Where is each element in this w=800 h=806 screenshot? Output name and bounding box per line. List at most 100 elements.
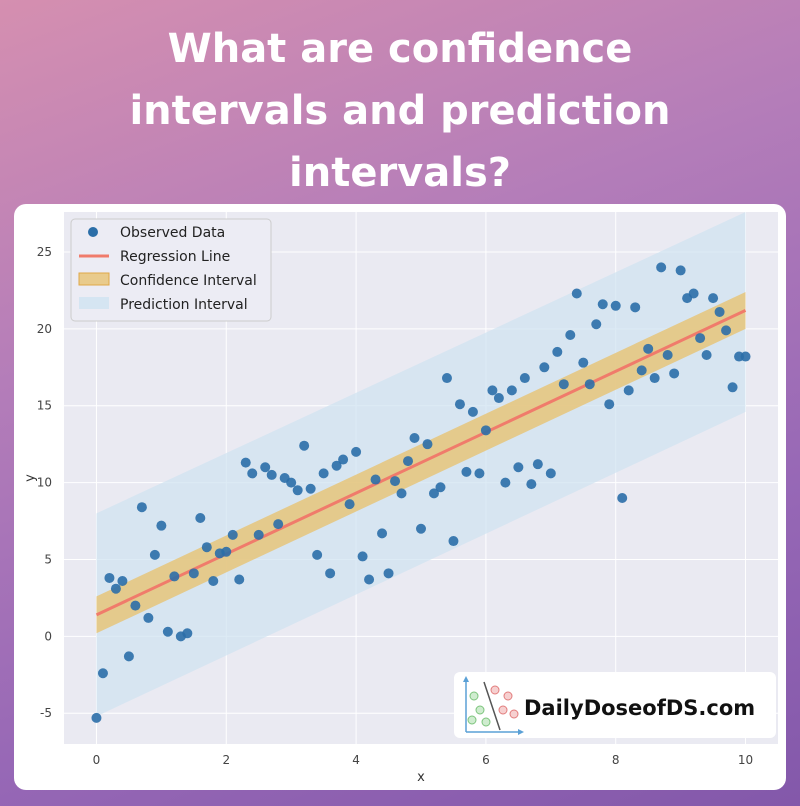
data-point-94 — [701, 349, 712, 360]
y-tick-label-1: 0 — [44, 629, 52, 643]
data-point-21 — [227, 529, 238, 540]
data-point-69 — [539, 362, 550, 373]
legend: Observed Data Regression Line Confidence… — [70, 218, 272, 322]
data-point-96 — [714, 306, 725, 317]
data-point-49 — [409, 433, 420, 444]
interval-bands — [95, 212, 747, 717]
y-tick-label-6: 25 — [37, 245, 52, 259]
legend-box — [70, 218, 272, 322]
data-point-93 — [695, 333, 706, 344]
data-point-56 — [454, 399, 465, 410]
data-point-20 — [221, 546, 232, 557]
data-point-3 — [110, 583, 121, 594]
data-point-68 — [532, 459, 543, 470]
x-tick-label-4: 8 — [612, 753, 620, 767]
data-point-65 — [513, 462, 524, 473]
x-tick-label-0: 0 — [93, 753, 101, 767]
data-point-72 — [558, 379, 569, 390]
y-tick-label-3: 10 — [37, 476, 52, 490]
x-tick-label-1: 2 — [222, 753, 230, 767]
data-point-95 — [708, 293, 719, 304]
data-point-70 — [545, 468, 556, 479]
data-point-75 — [578, 357, 589, 368]
data-point-64 — [506, 385, 517, 396]
data-point-89 — [669, 368, 680, 379]
data-point-81 — [617, 492, 628, 503]
data-point-16 — [195, 512, 206, 523]
data-point-31 — [292, 485, 303, 496]
data-point-97 — [721, 325, 732, 336]
data-point-34 — [312, 549, 323, 560]
data-point-57 — [461, 466, 472, 477]
data-point-52 — [428, 488, 439, 499]
brand-background — [454, 672, 776, 738]
data-point-63 — [500, 477, 511, 488]
data-point-42 — [364, 574, 375, 585]
data-point-62 — [493, 393, 504, 404]
y-tick-label-5: 20 — [37, 322, 52, 336]
data-point-82 — [623, 385, 634, 396]
data-point-80 — [610, 300, 621, 311]
data-point-30 — [286, 477, 297, 488]
data-point-92 — [688, 288, 699, 299]
data-point-66 — [519, 373, 530, 384]
data-point-40 — [351, 446, 362, 457]
headline: What are confidence intervals and predic… — [0, 18, 800, 204]
data-point-4 — [117, 576, 128, 587]
data-point-36 — [325, 568, 336, 579]
data-point-5 — [123, 651, 134, 662]
regression-line — [95, 309, 747, 617]
y-tick-label-2: 5 — [44, 552, 52, 566]
data-point-48 — [403, 456, 414, 467]
data-point-74 — [571, 288, 582, 299]
legend-label-regression: Regression Line — [120, 249, 230, 265]
data-point-47 — [396, 488, 407, 499]
data-point-0 — [91, 712, 102, 723]
data-point-2 — [104, 572, 115, 583]
data-point-84 — [636, 365, 647, 376]
data-point-1 — [97, 668, 108, 679]
data-point-35 — [318, 468, 329, 479]
data-point-54 — [441, 373, 452, 384]
y-axis-label: y — [23, 474, 38, 482]
data-point-86 — [649, 373, 660, 384]
data-point-14 — [182, 628, 193, 639]
data-point-43 — [370, 474, 381, 485]
data-point-41 — [357, 551, 368, 562]
data-point-18 — [208, 576, 219, 587]
x-axis-label: x — [417, 770, 425, 785]
data-point-58 — [467, 406, 478, 417]
legend-label-confidence: Confidence Interval — [120, 273, 257, 289]
data-point-46 — [390, 476, 401, 487]
data-point-39 — [344, 499, 355, 510]
data-point-53 — [435, 482, 446, 493]
data-point-9 — [149, 549, 160, 560]
data-point-73 — [565, 330, 576, 341]
data-point-87 — [656, 262, 667, 273]
data-point-6 — [130, 600, 141, 611]
data-point-61 — [487, 385, 498, 396]
data-point-98 — [727, 382, 738, 393]
headline-line-3: intervals? — [289, 150, 511, 196]
chart-svg: 0 2 4 6 8 10 -5 0 5 10 15 20 25 x y Observed Data Re… — [23, 212, 778, 785]
brand-name: DailyDoseofDS.com — [524, 696, 755, 720]
y-tick-label-4: 15 — [37, 399, 52, 413]
data-point-88 — [662, 349, 673, 360]
headline-line-1: What are confidence — [167, 26, 633, 72]
scatter-points — [91, 262, 751, 723]
data-point-51 — [422, 439, 433, 450]
data-point-59 — [474, 468, 485, 479]
legend-marker-observed — [88, 227, 98, 237]
data-point-44 — [377, 528, 388, 539]
legend-label-prediction: Prediction Interval — [120, 297, 248, 313]
data-point-38 — [338, 454, 349, 465]
data-point-83 — [630, 302, 641, 313]
data-point-10 — [156, 520, 167, 531]
data-point-22 — [234, 574, 245, 585]
data-point-33 — [305, 483, 316, 494]
data-point-78 — [597, 299, 608, 310]
data-point-90 — [675, 265, 686, 276]
data-point-8 — [143, 612, 154, 623]
data-point-67 — [526, 479, 537, 490]
data-point-7 — [136, 502, 147, 513]
